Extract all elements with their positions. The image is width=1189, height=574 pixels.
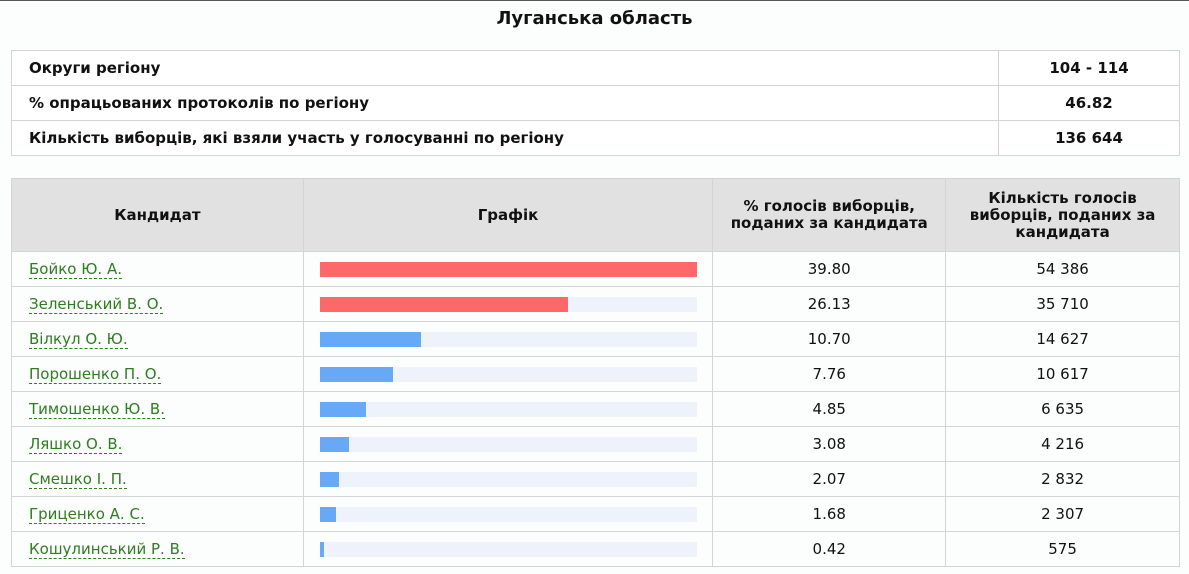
candidate-link[interactable]: Зеленський В. О. <box>29 295 164 314</box>
results-header-row: Кандидат Графік % голосів виборців, пода… <box>11 178 1180 252</box>
vote-bar <box>319 296 568 312</box>
percent-cell: 4.85 <box>712 391 947 427</box>
summary-value: 46.82 <box>998 85 1180 121</box>
percent-cell: 39.80 <box>712 251 947 287</box>
candidate-link[interactable]: Гриценко А. С. <box>29 505 145 524</box>
vote-bar-track <box>319 436 698 452</box>
vote-bar <box>319 366 394 382</box>
vote-bar <box>319 261 698 277</box>
table-row: Бойко Ю. А. 39.80 54 386 <box>11 251 1180 287</box>
votes-cell: 14 627 <box>945 321 1180 357</box>
candidate-link[interactable]: Смешко І. П. <box>29 470 127 489</box>
chart-cell <box>302 356 714 392</box>
candidate-cell: Бойко Ю. А. <box>11 251 304 287</box>
column-header-chart: Графік <box>302 178 714 252</box>
votes-cell: 2 832 <box>945 461 1180 497</box>
column-header-votes: Кількість голосів виборців, поданих за к… <box>945 178 1180 252</box>
table-row: Гриценко А. С. 1.68 2 307 <box>11 496 1180 532</box>
vote-bar <box>319 506 336 522</box>
vote-bar <box>319 331 422 347</box>
chart-cell <box>302 426 714 462</box>
votes-cell: 54 386 <box>945 251 1180 287</box>
table-row: Зеленський В. О. 26.13 35 710 <box>11 286 1180 322</box>
candidate-link[interactable]: Порошенко П. О. <box>29 365 162 384</box>
candidate-cell: Кошулинський Р. В. <box>11 531 304 567</box>
column-header-percent: % голосів виборців, поданих за кандидата <box>712 178 947 252</box>
table-row: Смешко І. П. 2.07 2 832 <box>11 461 1180 497</box>
vote-bar-track <box>319 506 698 522</box>
candidate-link[interactable]: Тимошенко Ю. В. <box>29 400 165 419</box>
chart-cell <box>302 531 714 567</box>
vote-bar <box>319 541 324 557</box>
percent-cell: 2.07 <box>712 461 947 497</box>
summary-label: Кількість виборців, які взяли участь у г… <box>11 120 999 156</box>
votes-cell: 575 <box>945 531 1180 567</box>
candidate-cell: Гриценко А. С. <box>11 496 304 532</box>
votes-cell: 35 710 <box>945 286 1180 322</box>
region-title: Луганська область <box>496 8 693 29</box>
summary-label: Округи регіону <box>11 50 999 86</box>
chart-cell <box>302 286 714 322</box>
chart-cell <box>302 496 714 532</box>
candidate-cell: Зеленський В. О. <box>11 286 304 322</box>
summary-label: % опрацьованих протоколів по регіону <box>11 85 999 121</box>
candidate-link[interactable]: Вілкул О. Ю. <box>29 330 128 349</box>
votes-cell: 6 635 <box>945 391 1180 427</box>
percent-cell: 0.42 <box>712 531 947 567</box>
percent-cell: 26.13 <box>712 286 947 322</box>
vote-bar-track <box>319 541 698 557</box>
summary-row: % опрацьованих протоколів по регіону 46.8… <box>11 85 1180 121</box>
table-row: Вілкул О. Ю. 10.70 14 627 <box>11 321 1180 357</box>
column-header-candidate: Кандидат <box>11 178 304 252</box>
candidate-cell: Порошенко П. О. <box>11 356 304 392</box>
vote-bar-track <box>319 261 698 277</box>
chart-cell <box>302 461 714 497</box>
table-row: Ляшко О. В. 3.08 4 216 <box>11 426 1180 462</box>
chart-cell <box>302 321 714 357</box>
candidate-link[interactable]: Кошулинський Р. В. <box>29 540 185 559</box>
candidate-cell: Тимошенко Ю. В. <box>11 391 304 427</box>
votes-cell: 4 216 <box>945 426 1180 462</box>
candidate-results-table: Кандидат Графік % голосів виборців, пода… <box>11 178 1180 567</box>
vote-bar-track <box>319 366 698 382</box>
vote-bar-track <box>319 331 698 347</box>
vote-bar <box>319 436 349 452</box>
vote-bar-track <box>319 296 698 312</box>
percent-cell: 3.08 <box>712 426 947 462</box>
summary-row: Кількість виборців, які взяли участь у г… <box>11 120 1180 156</box>
percent-cell: 7.76 <box>712 356 947 392</box>
chart-cell <box>302 391 714 427</box>
chart-cell <box>302 251 714 287</box>
percent-cell: 10.70 <box>712 321 947 357</box>
candidate-cell: Ляшко О. В. <box>11 426 304 462</box>
candidate-link[interactable]: Ляшко О. В. <box>29 435 123 454</box>
candidate-cell: Смешко І. П. <box>11 461 304 497</box>
vote-bar-track <box>319 401 698 417</box>
region-summary-table: Округи регіону 104 - 114% опрацьованих пр… <box>11 50 1180 156</box>
vote-bar <box>319 471 340 487</box>
candidate-link[interactable]: Бойко Ю. А. <box>29 260 122 279</box>
summary-value: 104 - 114 <box>998 50 1180 86</box>
votes-cell: 2 307 <box>945 496 1180 532</box>
vote-bar <box>319 401 366 417</box>
votes-cell: 10 617 <box>945 356 1180 392</box>
vote-bar-track <box>319 471 698 487</box>
table-row: Кошулинський Р. В. 0.42 575 <box>11 531 1180 567</box>
candidate-cell: Вілкул О. Ю. <box>11 321 304 357</box>
summary-value: 136 644 <box>998 120 1180 156</box>
table-row: Тимошенко Ю. В. 4.85 6 635 <box>11 391 1180 427</box>
top-border <box>0 0 1189 1</box>
summary-row: Округи регіону 104 - 114 <box>11 50 1180 86</box>
percent-cell: 1.68 <box>712 496 947 532</box>
table-row: Порошенко П. О. 7.76 10 617 <box>11 356 1180 392</box>
